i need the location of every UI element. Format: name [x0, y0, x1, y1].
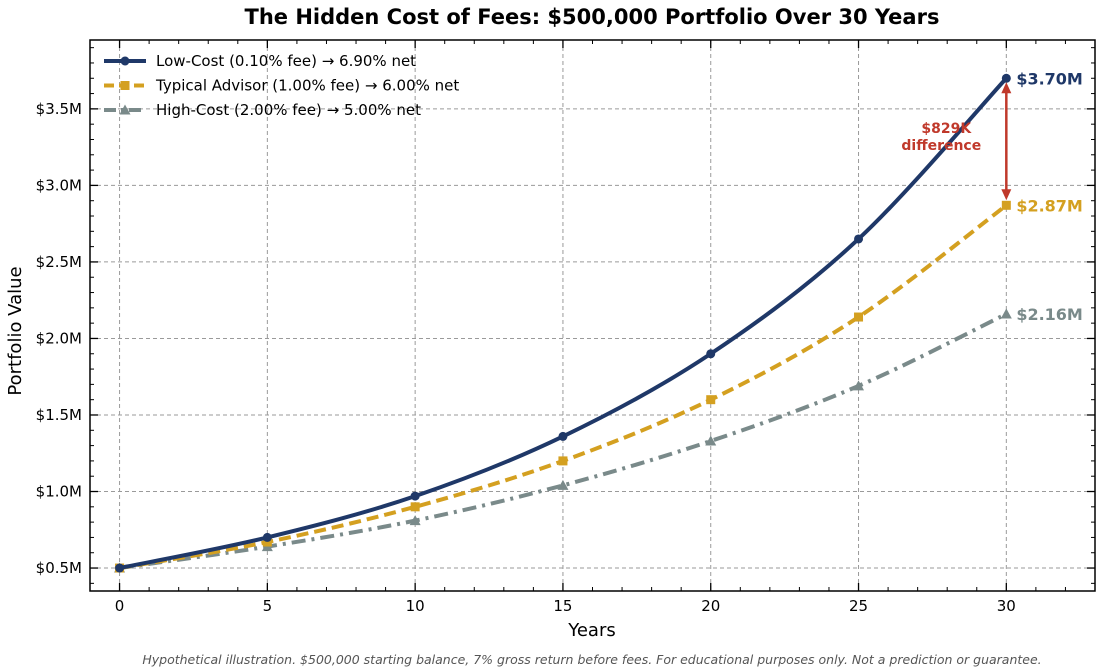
data-point-2	[557, 479, 569, 490]
end-value-label-0: $3.70M	[1016, 69, 1083, 88]
data-point-0	[262, 532, 272, 542]
legend-marker-1	[120, 81, 130, 90]
y-tick-label: $1.5M	[36, 406, 82, 424]
data-point-1	[1001, 200, 1011, 210]
data-point-0	[854, 234, 864, 244]
y-tick-label: $3.0M	[36, 176, 82, 194]
difference-word-label: difference	[901, 138, 981, 154]
data-point-1	[410, 502, 420, 512]
data-point-0	[115, 563, 125, 573]
data-point-1	[854, 312, 864, 322]
data-point-1	[706, 395, 716, 405]
data-point-2	[705, 435, 717, 446]
legend-label-2: High-Cost (2.00% fee) → 5.00% net	[156, 101, 421, 119]
legend-label-0: Low-Cost (0.10% fee) → 6.90% net	[156, 52, 416, 70]
x-tick-label: 25	[849, 597, 868, 615]
series-layer: $2.16M $2.87M $3.70M	[114, 69, 1083, 573]
data-point-1	[262, 537, 272, 547]
legend-item-2: High-Cost (2.00% fee) → 5.00% net	[104, 101, 421, 119]
x-axis-label: Years	[567, 620, 616, 641]
difference-arrow-head-down	[1001, 189, 1012, 201]
footnote: Hypothetical illustration. $500,000 star…	[142, 652, 1041, 667]
data-point-2	[853, 380, 865, 391]
legend: Low-Cost (0.10% fee) → 6.90% net Typical …	[104, 52, 459, 119]
legend-marker-2	[119, 104, 131, 115]
difference-arrow-head-up	[1001, 82, 1012, 94]
chart-title: The Hidden Cost of Fees: $500,000 Portfo…	[245, 5, 940, 29]
series-2: $2.16M	[114, 305, 1083, 573]
end-value-label-2: $2.16M	[1016, 305, 1083, 324]
x-tick-label: 5	[263, 597, 273, 615]
legend-label-1: Typical Advisor (1.00% fee) → 6.00% net	[155, 77, 459, 95]
data-point-0	[706, 349, 716, 359]
end-value-label-1: $2.87M	[1016, 196, 1083, 215]
data-point-0	[410, 491, 420, 501]
x-tick-label: 10	[406, 597, 425, 615]
y-axis-label: Portfolio Value	[5, 266, 26, 395]
x-tick-label: 0	[115, 597, 125, 615]
data-point-0	[1001, 73, 1011, 83]
y-tick-label: $2.0M	[36, 329, 82, 347]
data-point-0	[558, 431, 568, 441]
y-tick-label: $2.5M	[36, 253, 82, 271]
x-tick-label: 20	[701, 597, 720, 615]
series-1: $2.87M	[115, 196, 1083, 573]
legend-item-0: Low-Cost (0.10% fee) → 6.90% net	[104, 52, 416, 70]
difference-amount-label: $829K	[921, 121, 972, 137]
y-tick-label: $0.5M	[36, 559, 82, 577]
x-tick-label: 30	[997, 597, 1016, 615]
legend-item-1: Typical Advisor (1.00% fee) → 6.00% net	[104, 77, 459, 95]
data-point-2	[1000, 308, 1012, 319]
axes: 0 5 10 15 20 25 30 $0.5M $1.0M $1.5M $2.0M $2.5M $3.…	[36, 39, 1096, 615]
data-point-1	[558, 456, 568, 466]
legend-marker-0	[120, 56, 130, 66]
y-tick-label: $3.5M	[36, 100, 82, 118]
series-0: $3.70M	[115, 69, 1083, 573]
data-point-2	[409, 515, 421, 526]
x-tick-label: 15	[553, 597, 572, 615]
y-tick-label: $1.0M	[36, 483, 82, 501]
